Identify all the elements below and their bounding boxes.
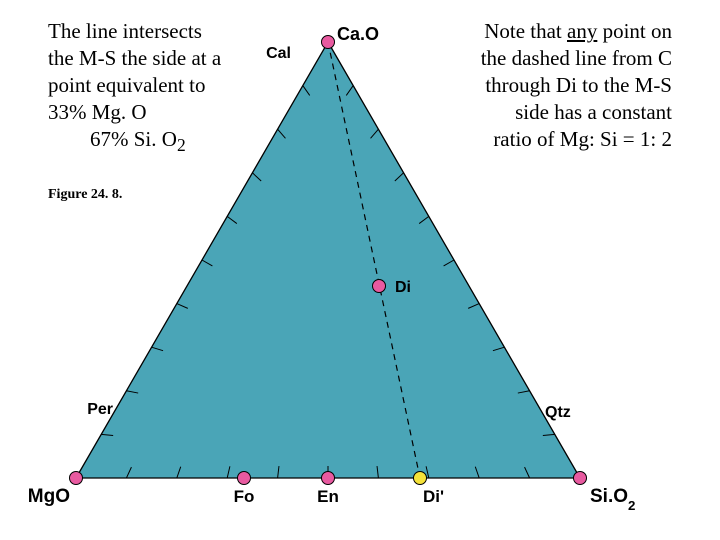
label-Di: Di (395, 279, 411, 296)
label-Di_prime: Di' (423, 487, 444, 506)
label-En: En (317, 487, 339, 506)
label-Fo: Fo (234, 487, 255, 506)
point-SiO2 (574, 472, 587, 485)
point-Di_prime (414, 472, 427, 485)
label-MgO: MgO (28, 486, 70, 507)
label-Qtz: Qtz (545, 404, 571, 421)
point-CaO (322, 36, 335, 49)
label-CaO-extra: Cal (266, 45, 291, 62)
point-MgO (70, 472, 83, 485)
point-Fo (238, 472, 251, 485)
ternary-diagram: Ca.O Cal Per MgO Fo En Di' Si.O2 Qtz Di (0, 0, 720, 540)
label-Per: Per (87, 401, 113, 418)
label-SiO2: Si.O2 (590, 486, 635, 513)
point-En (322, 472, 335, 485)
point-Di (373, 280, 386, 293)
label-CaO: Ca.O (337, 24, 379, 44)
triangle-fill (76, 42, 580, 478)
